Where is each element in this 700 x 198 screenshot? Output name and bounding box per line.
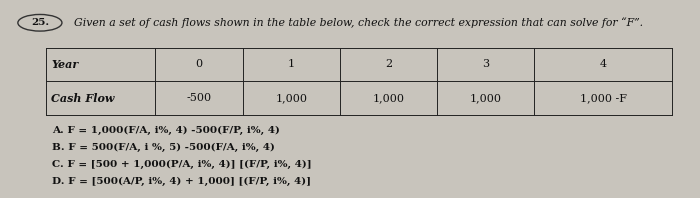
Text: Cash Flow: Cash Flow (51, 92, 115, 104)
Text: Year: Year (51, 59, 78, 70)
Text: 1,000 -F: 1,000 -F (580, 93, 627, 103)
Text: 3: 3 (482, 59, 489, 69)
Text: 2: 2 (385, 59, 392, 69)
Text: D. F = [500(A/P, i%, 4) + 1,000] [(F/P, i%, 4)]: D. F = [500(A/P, i%, 4) + 1,000] [(F/P, … (52, 177, 312, 186)
Text: 1,000: 1,000 (470, 93, 502, 103)
Text: Given a set of cash flows shown in the table below, check the correct expression: Given a set of cash flows shown in the t… (74, 17, 643, 28)
Text: A. F = 1,000(F/A, i%, 4) -500(F/P, i%, 4): A. F = 1,000(F/A, i%, 4) -500(F/P, i%, 4… (52, 126, 281, 135)
Text: 1: 1 (288, 59, 295, 69)
Text: 0: 0 (195, 59, 202, 69)
Text: 4: 4 (599, 59, 607, 69)
Text: 1,000: 1,000 (275, 93, 307, 103)
Text: C. F = [500 + 1,000(P/A, i%, 4)] [(F/P, i%, 4)]: C. F = [500 + 1,000(P/A, i%, 4)] [(F/P, … (52, 160, 312, 169)
Ellipse shape (18, 14, 62, 31)
Text: -500: -500 (186, 93, 211, 103)
Text: 1,000: 1,000 (372, 93, 405, 103)
Text: 25.: 25. (31, 18, 49, 27)
Text: B. F = 500(F/A, i %, 5) -500(F/A, i%, 4): B. F = 500(F/A, i %, 5) -500(F/A, i%, 4) (52, 143, 275, 152)
